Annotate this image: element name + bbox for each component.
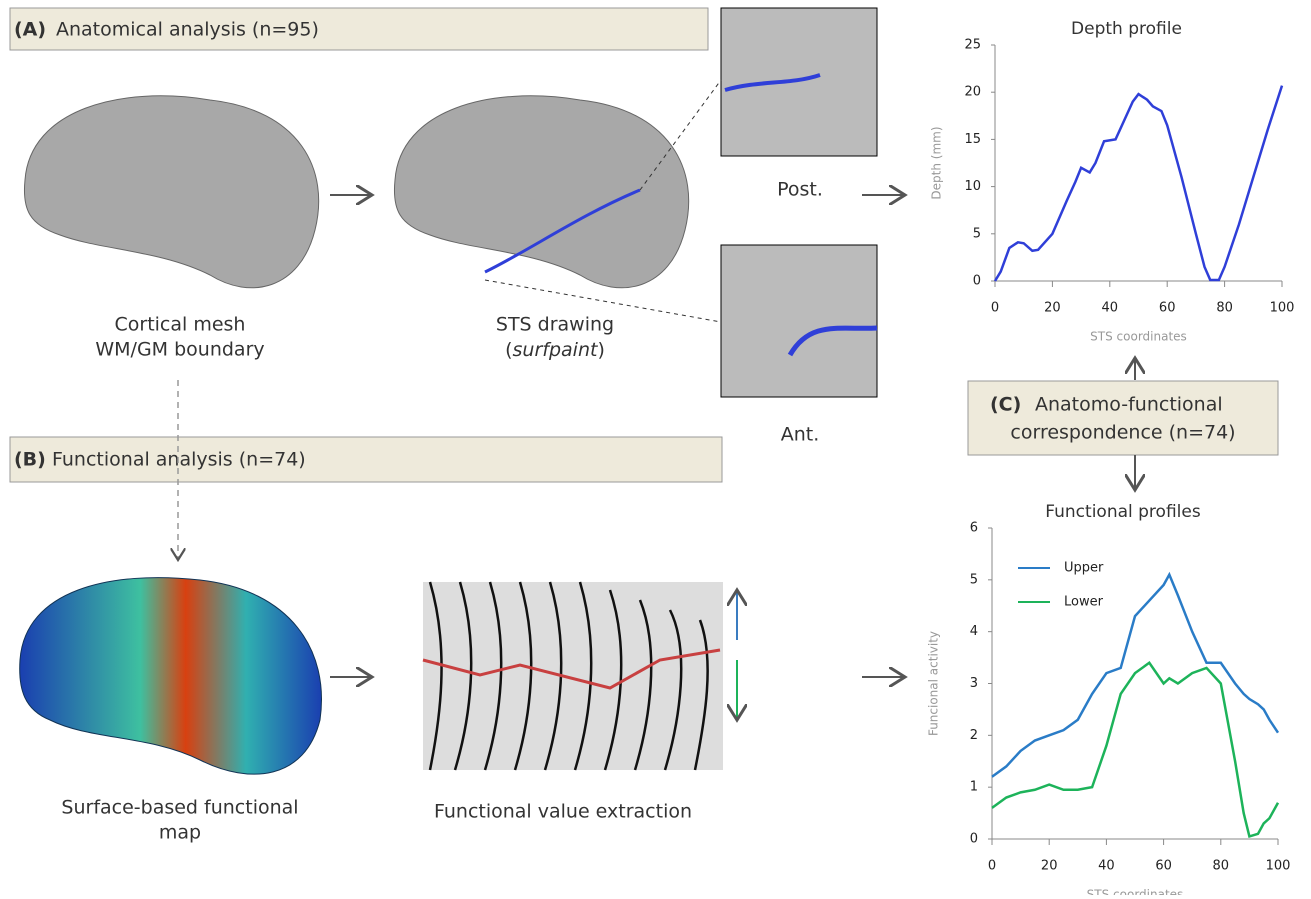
caption: Functional value extraction — [434, 801, 692, 823]
series-line — [991, 661, 1280, 838]
x-tick-label: 20 — [1041, 859, 1058, 874]
panel-box — [9, 436, 723, 483]
x-tick-label: 100 — [1270, 301, 1295, 316]
panel-title: Anatomo-functional — [1035, 394, 1223, 416]
caption: map — [159, 822, 201, 844]
x-tick-label: 20 — [1044, 301, 1061, 316]
y-tick-label: 25 — [964, 38, 981, 53]
caption: STS drawing — [496, 314, 614, 336]
y-tick-label: 20 — [964, 85, 981, 100]
x-tick-label: 40 — [1098, 859, 1115, 874]
panel-box — [967, 380, 1279, 456]
y-tick-label: 0 — [970, 832, 978, 847]
extraction-image — [423, 582, 723, 770]
y-tick-label: 1 — [970, 780, 978, 795]
x-tick-label: 0 — [988, 859, 996, 874]
sts-line — [484, 188, 641, 274]
connector — [639, 79, 722, 191]
panel-title: correspondence (n=74) — [1010, 422, 1235, 444]
y-tick-label: 6 — [970, 521, 978, 536]
functional-map — [19, 577, 322, 775]
y-tick-label: 10 — [964, 179, 981, 194]
caption-part: surfpaint — [513, 339, 599, 361]
y-tick-label: 2 — [970, 728, 978, 743]
x-tick-label: 80 — [1213, 859, 1230, 874]
x-tick-label: 0 — [991, 301, 999, 316]
caption: Cortical mesh — [115, 314, 246, 336]
x-tick-label: 60 — [1159, 301, 1176, 316]
caption-part: ( — [505, 339, 512, 361]
x-tick-label: 40 — [1102, 301, 1119, 316]
caption-part: ) — [597, 339, 604, 361]
extraction-line — [422, 648, 721, 690]
panel-box — [9, 7, 709, 51]
y-tick-label: 15 — [964, 132, 981, 147]
panel-label: (B) — [14, 449, 46, 471]
series-line — [993, 85, 1284, 282]
x-axis-title: STS coordinates — [1087, 888, 1184, 896]
panel-label: (C) — [990, 394, 1021, 416]
y-tick-label: 4 — [970, 624, 978, 639]
panel-title: Anatomical analysis (n=95) — [56, 19, 319, 41]
x-tick-label: 100 — [1266, 859, 1291, 874]
legend-label: Lower — [1064, 595, 1104, 610]
sts-line — [724, 73, 821, 92]
caption: Post. — [777, 179, 823, 201]
y-axis-title: Depth (mm) — [930, 126, 944, 199]
caption: WM/GM boundary — [95, 339, 264, 361]
brain-mesh — [393, 95, 690, 289]
y-tick-label: 5 — [970, 572, 978, 587]
sts-line — [787, 325, 878, 357]
panel-title: Functional analysis (n=74) — [52, 449, 306, 471]
y-tick-label: 3 — [970, 676, 978, 691]
legend-label: Upper — [1064, 561, 1104, 576]
y-tick-label: 5 — [973, 226, 981, 241]
arrows — [330, 195, 1135, 677]
x-axis-title: STS coordinates — [1090, 330, 1187, 344]
series-line — [991, 571, 1280, 778]
caption: Surface-based functional — [61, 797, 298, 819]
chart-title: Depth profile — [1071, 19, 1182, 39]
zoom-post — [720, 7, 878, 157]
x-tick-label: 60 — [1155, 859, 1172, 874]
brain-mesh — [23, 95, 320, 289]
x-tick-label: 80 — [1216, 301, 1233, 316]
y-axis-title: Funcional activity — [927, 631, 941, 736]
panel-label: (A) — [14, 19, 46, 41]
caption: (surfpaint) — [505, 339, 605, 361]
caption: Ant. — [781, 424, 820, 446]
y-tick-label: 0 — [973, 274, 981, 289]
zoom-ant — [720, 244, 878, 398]
chart-title: Functional profiles — [1045, 502, 1201, 522]
